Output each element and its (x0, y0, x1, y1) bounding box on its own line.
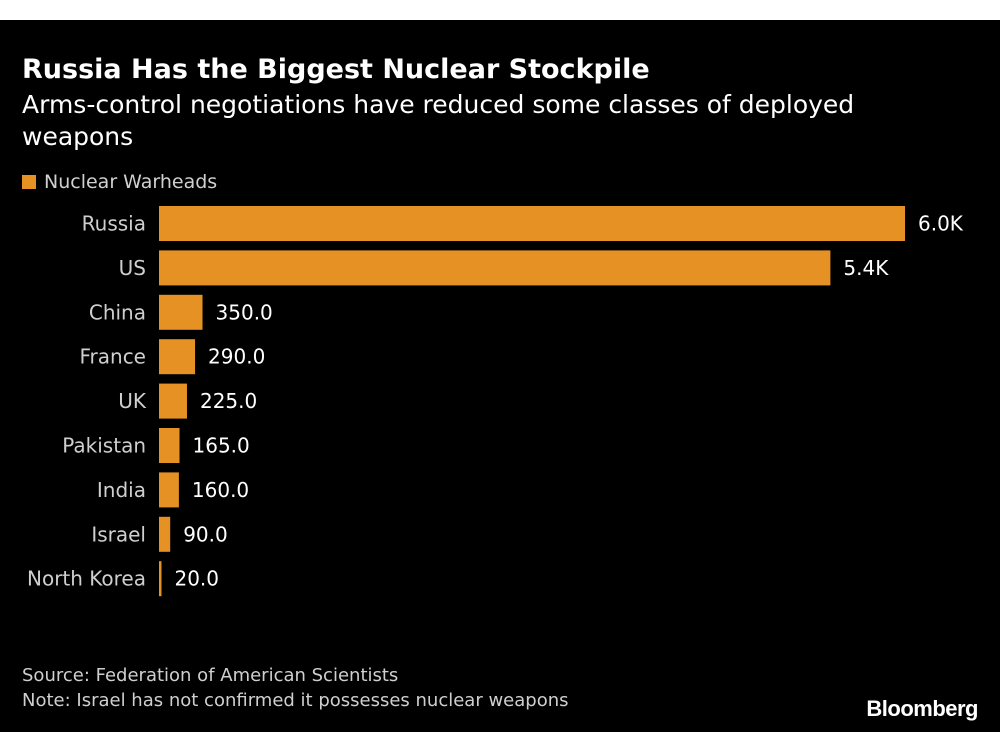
bar (159, 294, 203, 330)
bar (159, 428, 180, 463)
value-label: 5.4K (843, 256, 889, 280)
value-label: 350.0 (216, 300, 273, 324)
chart-subtitle: Arms-control negotiations have reduced s… (22, 90, 855, 151)
category-label: Russia (82, 212, 146, 236)
disclaimer-note: Note: Israel has not confirmed it posses… (22, 690, 569, 711)
bar (159, 206, 905, 241)
category-label: India (97, 478, 146, 502)
bar-chart: Russia 6.0K US 5.4K China 350.0 France 290.0 UK 2… (27, 206, 964, 597)
category-label: US (119, 256, 146, 280)
bar (159, 472, 179, 508)
bar (159, 339, 196, 375)
category-label: France (79, 345, 146, 369)
value-label: 165.0 (193, 434, 250, 458)
category-label: Pakistan (62, 434, 146, 458)
chart-card: Russia Has the Biggest Nuclear Stockpile… (0, 20, 1000, 732)
value-label: 20.0 (174, 567, 219, 591)
legend: Nuclear Warheads (22, 171, 217, 193)
value-label: 6.0K (918, 212, 964, 236)
category-label: Israel (91, 522, 146, 546)
category-label: North Korea (27, 567, 146, 591)
footer: Source: Federation of American Scientist… (22, 663, 569, 713)
legend-swatch (22, 175, 36, 189)
value-label: 90.0 (183, 522, 228, 546)
bar (159, 383, 187, 419)
category-label: China (89, 300, 146, 324)
value-label: 225.0 (200, 389, 257, 413)
bar (159, 250, 831, 286)
value-label: 160.0 (192, 478, 249, 502)
source-note: Source: Federation of American Scientist… (22, 665, 399, 686)
value-label: 290.0 (208, 345, 265, 369)
bar (159, 516, 171, 552)
category-label: UK (118, 389, 147, 413)
bar (159, 561, 162, 597)
legend-label: Nuclear Warheads (44, 171, 218, 193)
chart-title: Russia Has the Biggest Nuclear Stockpile (22, 54, 650, 85)
bloomberg-logo: Bloomberg (866, 696, 978, 721)
